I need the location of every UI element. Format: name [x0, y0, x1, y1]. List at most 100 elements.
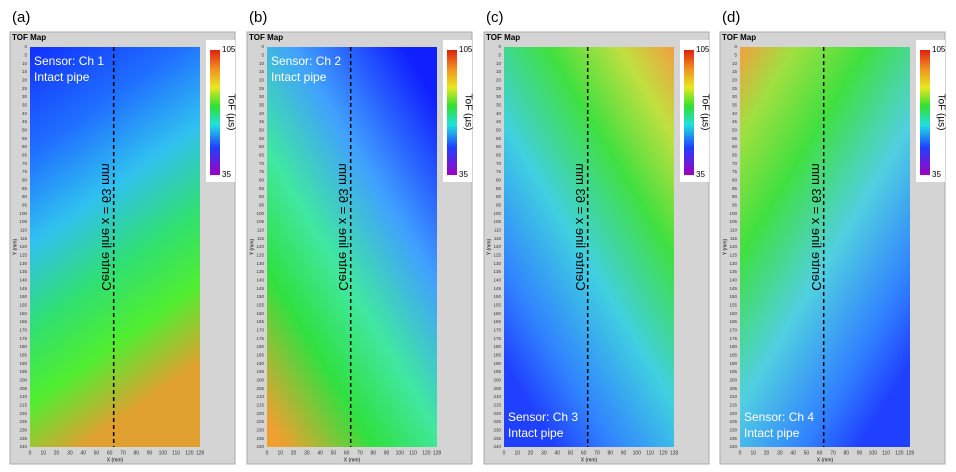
y-tick-label: 140 [729, 278, 737, 283]
y-tick-label: 125 [19, 253, 27, 258]
y-tick-label: 240 [729, 444, 737, 449]
y-tick-label: 55 [732, 136, 738, 141]
x-tick-label: 30 [777, 450, 783, 456]
y-tick-label: 220 [729, 411, 737, 416]
y-tick-label: 55 [496, 136, 502, 141]
y-tick-label: 25 [496, 86, 502, 91]
x-tick-label: 90 [384, 450, 390, 456]
colorbar-min: 35 [696, 170, 705, 179]
y-tick-label: 70 [496, 161, 502, 166]
y-tick-label: 80 [259, 178, 265, 183]
y-tick-label: 100 [256, 211, 264, 216]
y-tick-label: 220 [19, 411, 27, 416]
y-tick-label: 200 [493, 378, 501, 383]
y-tick-label: 65 [732, 153, 738, 158]
y-tick-label: 235 [493, 436, 501, 441]
y-tick-label: 50 [496, 128, 502, 133]
y-tick-label: 55 [22, 136, 28, 141]
y-tick-label: 205 [729, 386, 737, 391]
sensor-label: Sensor: Ch 1 [34, 54, 104, 68]
y-tick-label: 215 [729, 403, 737, 408]
y-tick-label: 175 [729, 336, 737, 341]
y-tick-label: 235 [19, 436, 27, 441]
condition-label: Intact pipe [34, 70, 90, 84]
y-tick-label: 240 [19, 444, 27, 449]
colorbar-label: ToF (µs) [462, 94, 473, 131]
y-tick-label: 115 [257, 236, 265, 241]
y-tick-label: 170 [256, 328, 264, 333]
y-tick-label: 65 [496, 153, 502, 158]
sensor-label: Sensor: Ch 4 [744, 410, 814, 424]
x-tick-label: 30 [67, 450, 73, 456]
sensor-label: Sensor: Ch 2 [271, 54, 341, 68]
centre-line-label: Centre line x = 63 mm [573, 163, 588, 291]
y-tick-label: 100 [493, 211, 501, 216]
y-tick-label: 80 [496, 178, 502, 183]
x-tick-label: 40 [790, 450, 796, 456]
x-tick-label: 20 [54, 450, 60, 456]
x-tick-label: 70 [594, 450, 600, 456]
y-tick-label: 225 [493, 419, 501, 424]
y-tick-label: 45 [732, 119, 738, 124]
y-tick-label: 10 [496, 61, 502, 66]
y-tick-label: 145 [493, 286, 501, 291]
y-tick-label: 190 [729, 361, 737, 366]
x-tick-label: 20 [291, 450, 297, 456]
y-tick-label: 60 [732, 144, 738, 149]
y-tick-label: 110 [730, 228, 738, 233]
y-tick-label: 115 [730, 236, 738, 241]
x-tick-label: 0 [503, 450, 506, 456]
x-tick-label: 100 [396, 450, 405, 456]
y-tick-label: 45 [259, 119, 265, 124]
y-tick-label: 200 [729, 378, 737, 383]
y-tick-label: 70 [259, 161, 265, 166]
map-title: TOF Map [12, 33, 46, 42]
y-tick-label: 160 [493, 311, 501, 316]
y-tick-label: 30 [259, 94, 265, 99]
y-tick-label: 60 [259, 144, 265, 149]
y-tick-label: 95 [732, 203, 738, 208]
y-tick-label: 150 [19, 294, 27, 299]
y-tick-label: 0 [498, 44, 501, 49]
y-tick-label: 75 [259, 169, 265, 174]
y-tick-label: 210 [256, 394, 264, 399]
y-tick-label: 135 [256, 269, 264, 274]
colorbar [684, 50, 694, 175]
y-tick-label: 160 [256, 311, 264, 316]
colorbar-label: ToF (µs) [935, 94, 946, 131]
y-tick-label: 20 [22, 78, 28, 83]
y-tick-label: 20 [259, 78, 265, 83]
y-tick-label: 240 [493, 444, 501, 449]
y-tick-label: 135 [19, 269, 27, 274]
y-tick-label: 75 [732, 169, 738, 174]
y-tick-label: 185 [729, 353, 737, 358]
y-tick-label: 95 [259, 203, 265, 208]
x-tick-label: 110 [409, 450, 417, 456]
y-axis-label: Y (mm) [486, 239, 492, 256]
y-tick-label: 210 [19, 394, 27, 399]
y-tick-label: 150 [256, 294, 264, 299]
y-tick-label: 85 [496, 186, 502, 191]
y-tick-label: 95 [22, 203, 28, 208]
x-tick-label: 90 [621, 450, 627, 456]
x-axis-label: X (mm) [344, 457, 361, 463]
colorbar [920, 50, 930, 175]
x-tick-label: 10 [751, 450, 757, 456]
y-tick-label: 80 [732, 178, 738, 183]
y-tick-label: 10 [732, 61, 738, 66]
x-tick-label: 100 [633, 450, 642, 456]
y-tick-label: 95 [496, 203, 502, 208]
x-tick-label: 0 [266, 450, 269, 456]
colorbar-min: 35 [932, 170, 941, 179]
x-axis-label: X (mm) [817, 457, 834, 463]
y-tick-label: 50 [22, 128, 28, 133]
heatmap [740, 47, 910, 447]
x-tick-label: 50 [804, 450, 810, 456]
colorbar-label: ToF (µs) [225, 94, 236, 131]
y-tick-label: 40 [732, 111, 738, 116]
y-tick-label: 180 [729, 344, 737, 349]
panel-label: (d) [722, 9, 740, 26]
colorbar-max: 105 [696, 45, 710, 54]
y-tick-label: 45 [22, 119, 28, 124]
